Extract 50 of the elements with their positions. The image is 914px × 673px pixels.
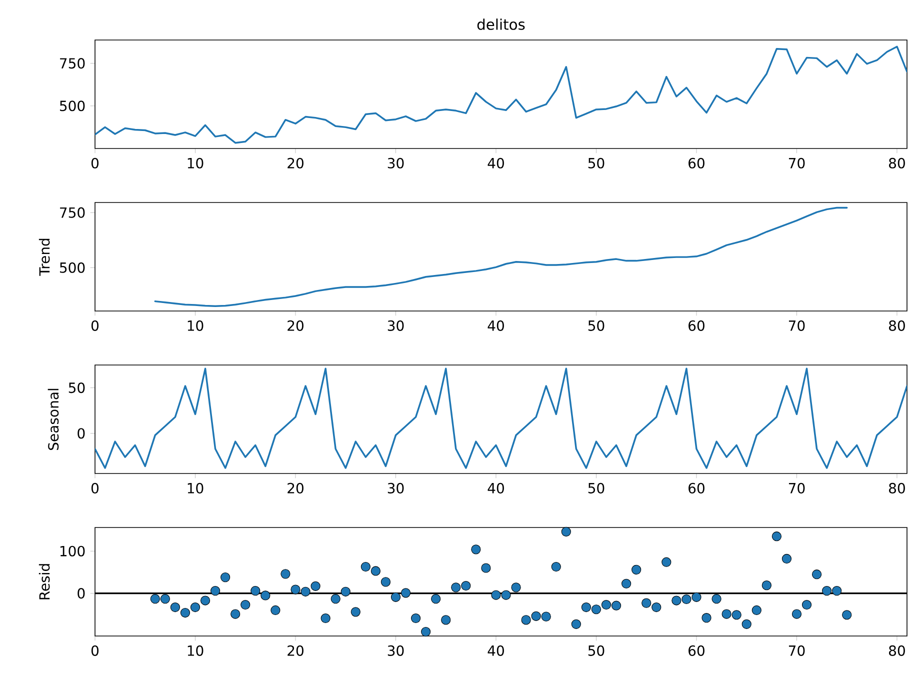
x-tick-label: 50 <box>588 482 604 494</box>
y-tick-label: 0 <box>78 588 85 599</box>
x-tick-label: 70 <box>788 645 805 656</box>
x-tick-label: 70 <box>788 158 805 168</box>
line-series <box>95 368 907 469</box>
x-tick-label: 50 <box>588 320 604 331</box>
x-tick-label: 30 <box>388 645 404 656</box>
y-tick-label: 500 <box>60 100 85 112</box>
x-tick-label: 60 <box>688 645 704 656</box>
y-axis-title: Resid <box>38 564 50 600</box>
x-tick-label: 50 <box>588 158 604 168</box>
x-tick-label: 20 <box>288 482 304 494</box>
y-tick-label: 0 <box>78 428 85 439</box>
y-tick-label: 50 <box>68 382 85 394</box>
x-tick-label: 0 <box>91 320 99 331</box>
x-tick-label: 40 <box>488 482 504 494</box>
x-tick-label: 20 <box>288 158 304 168</box>
y-axis-title: Seasonal <box>48 388 59 450</box>
x-tick-label: 30 <box>388 158 404 168</box>
chart-title: delitos <box>477 18 525 30</box>
x-tick-label: 70 <box>788 482 805 494</box>
y-tick-label: 500 <box>60 262 85 273</box>
x-tick-label: 80 <box>889 320 905 331</box>
x-tick-label: 50 <box>588 645 604 656</box>
x-tick-label: 80 <box>889 645 905 656</box>
line-series <box>95 46 907 144</box>
y-tick-label: 750 <box>60 58 85 69</box>
x-tick-label: 30 <box>388 320 404 331</box>
x-tick-label: 10 <box>188 158 204 168</box>
x-tick-label: 10 <box>188 645 204 656</box>
x-tick-label: 0 <box>91 645 99 656</box>
y-tick-label: 100 <box>60 546 85 556</box>
x-tick-label: 10 <box>188 482 204 494</box>
y-axis-title: Trend <box>38 238 50 276</box>
x-tick-label: 0 <box>91 158 99 168</box>
x-tick-label: 30 <box>388 482 404 494</box>
y-tick-label: 750 <box>60 207 85 218</box>
x-tick-label: 20 <box>288 645 304 656</box>
x-tick-label: 60 <box>688 158 704 168</box>
x-tick-label: 60 <box>688 320 704 331</box>
x-tick-label: 80 <box>889 158 905 168</box>
x-tick-label: 40 <box>488 320 504 331</box>
x-tick-label: 80 <box>889 482 905 494</box>
x-tick-label: 0 <box>91 482 99 494</box>
x-tick-label: 20 <box>288 320 304 331</box>
x-tick-label: 40 <box>488 158 504 168</box>
x-tick-label: 10 <box>188 320 204 331</box>
x-tick-label: 60 <box>688 482 704 494</box>
x-tick-label: 70 <box>788 320 805 331</box>
x-tick-label: 40 <box>488 645 504 656</box>
